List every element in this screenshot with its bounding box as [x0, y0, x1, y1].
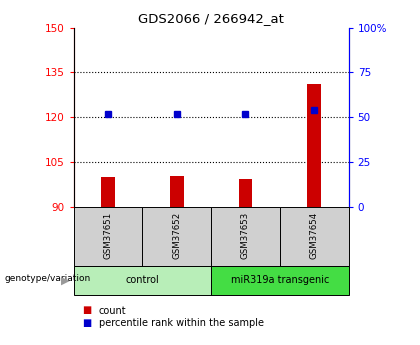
Bar [74, 266, 211, 295]
Text: percentile rank within the sample: percentile rank within the sample [99, 318, 264, 327]
Bar [170, 176, 184, 207]
Text: miR319a transgenic: miR319a transgenic [231, 275, 329, 285]
Text: ▶: ▶ [61, 275, 69, 285]
Text: ■: ■ [82, 306, 91, 315]
Text: control: control [126, 275, 159, 285]
Text: ■: ■ [82, 318, 91, 327]
Bar [239, 179, 252, 207]
Bar [280, 207, 349, 266]
Bar [101, 177, 115, 207]
Text: count: count [99, 306, 126, 315]
Text: GSM37651: GSM37651 [103, 211, 113, 259]
Text: GSM37652: GSM37652 [172, 211, 181, 259]
Title: GDS2066 / 266942_at: GDS2066 / 266942_at [138, 12, 284, 25]
Text: GSM37653: GSM37653 [241, 211, 250, 259]
Bar [74, 207, 142, 266]
Bar [211, 207, 280, 266]
Text: genotype/variation: genotype/variation [4, 274, 90, 283]
Text: GSM37654: GSM37654 [310, 211, 319, 259]
Bar [211, 266, 349, 295]
Bar [142, 207, 211, 266]
Bar [307, 85, 321, 207]
